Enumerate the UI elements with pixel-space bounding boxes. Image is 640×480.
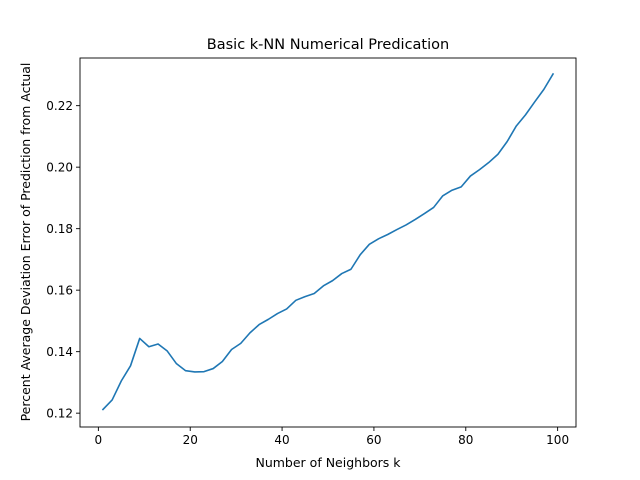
y-tick-label: 0.14: [46, 345, 73, 359]
x-tick-label: 20: [183, 433, 198, 447]
x-axis-label: Number of Neighbors k: [255, 455, 401, 470]
y-tick-label: 0.22: [46, 99, 73, 113]
plot-area: [101, 72, 555, 411]
x-tick-label: 80: [458, 433, 473, 447]
x-tick-label: 100: [546, 433, 569, 447]
y-tick-label: 0.16: [46, 284, 73, 298]
plot-frame: [79, 57, 577, 428]
series-line-0: [101, 72, 555, 411]
chart-title: Basic k-NN Numerical Predication: [207, 37, 449, 53]
y-axis-label: Percent Average Deviation Error of Predi…: [18, 63, 33, 422]
x-tick-label: 60: [366, 433, 381, 447]
x-tick-label: 40: [274, 433, 289, 447]
y-tick-label: 0.20: [46, 161, 73, 175]
y-tick-label: 0.12: [46, 407, 73, 421]
axes: 0 20 40 60 80 100 0.12 0.14 0.16 0.18 0.20 0.22: [46, 57, 577, 447]
x-tick-label: 0: [95, 433, 103, 447]
y-tick-label: 0.18: [46, 222, 73, 236]
